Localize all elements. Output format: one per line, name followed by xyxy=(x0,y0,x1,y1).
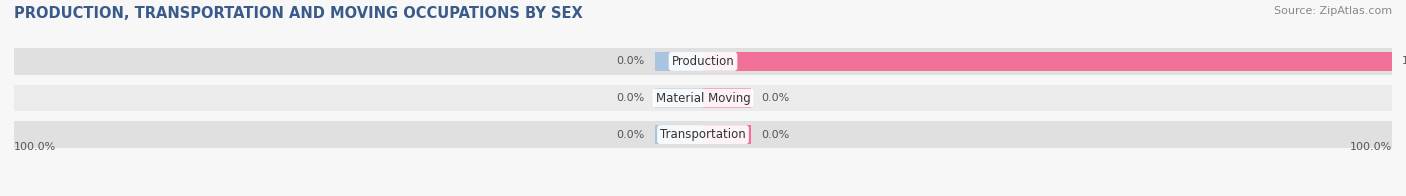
Bar xyxy=(14,121,1392,148)
Text: 0.0%: 0.0% xyxy=(762,130,790,140)
Bar xyxy=(655,52,703,71)
Text: 100.0%: 100.0% xyxy=(1402,56,1406,66)
Bar xyxy=(703,52,1392,71)
Text: Transportation: Transportation xyxy=(661,128,745,141)
Bar xyxy=(703,88,751,108)
Text: Material Moving: Material Moving xyxy=(655,92,751,104)
Bar xyxy=(655,125,703,144)
Text: Source: ZipAtlas.com: Source: ZipAtlas.com xyxy=(1274,6,1392,16)
Text: 0.0%: 0.0% xyxy=(616,93,644,103)
Text: PRODUCTION, TRANSPORTATION AND MOVING OCCUPATIONS BY SEX: PRODUCTION, TRANSPORTATION AND MOVING OC… xyxy=(14,6,583,21)
Bar xyxy=(14,85,1392,111)
Text: 0.0%: 0.0% xyxy=(616,130,644,140)
Bar xyxy=(14,48,1392,75)
Text: 0.0%: 0.0% xyxy=(616,56,644,66)
Bar xyxy=(655,88,703,108)
Text: 0.0%: 0.0% xyxy=(762,93,790,103)
Text: 100.0%: 100.0% xyxy=(1350,142,1392,152)
Text: 100.0%: 100.0% xyxy=(14,142,56,152)
Text: Production: Production xyxy=(672,55,734,68)
Bar xyxy=(703,125,751,144)
